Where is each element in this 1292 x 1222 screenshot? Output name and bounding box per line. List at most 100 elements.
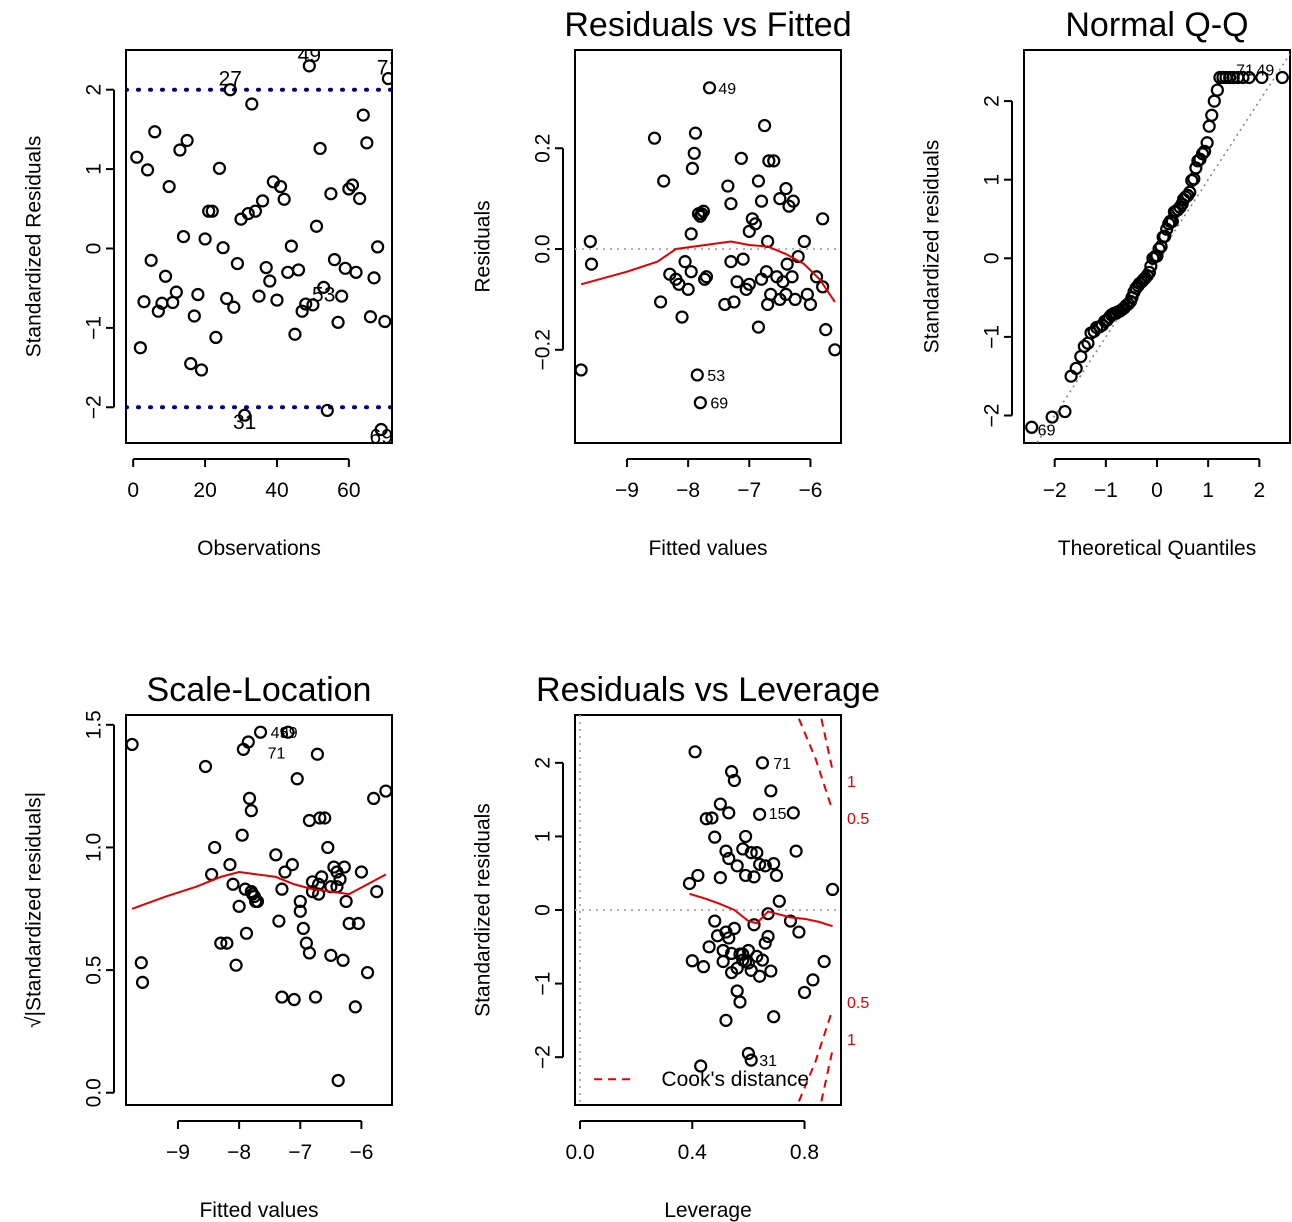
plot-frame: [1023, 49, 1291, 444]
data-point: [685, 161, 700, 176]
y-tick-label: 2: [981, 95, 1004, 107]
data-point: [657, 174, 671, 188]
points-group: [1025, 70, 1289, 434]
data-point: [342, 916, 356, 931]
point-label: 53: [707, 368, 725, 385]
data-point: [248, 204, 263, 218]
data-point: [255, 194, 270, 208]
data-point: [767, 857, 781, 871]
data-point: [753, 969, 767, 983]
data-point: [235, 828, 249, 842]
data-point: [747, 918, 761, 932]
data-point: [242, 791, 257, 805]
point-label: 53: [312, 283, 335, 306]
data-point: [1158, 229, 1172, 243]
data-point: [1242, 70, 1256, 85]
data-point: [381, 71, 392, 86]
data-point: [216, 241, 230, 255]
data-point: [780, 257, 794, 271]
data-point: [205, 204, 219, 218]
data-point: [148, 125, 162, 139]
data-point: [220, 291, 234, 306]
data-point: [360, 965, 375, 980]
x-axis-label: Observations: [197, 537, 321, 560]
data-point: [741, 956, 756, 970]
x-tick-label: 20: [193, 479, 216, 502]
data-point: [702, 81, 717, 95]
data-point: [367, 791, 381, 805]
data-point: [270, 293, 284, 307]
data-point: [353, 191, 367, 206]
data-point: [738, 829, 753, 844]
data-point: [1058, 404, 1072, 419]
data-point: [785, 270, 799, 284]
x-tick-label: −8: [227, 1141, 251, 1164]
data-point: [140, 163, 155, 177]
data-point: [761, 907, 775, 921]
data-point: [356, 108, 370, 122]
data-point: [719, 1013, 733, 1027]
data-point: [736, 252, 750, 266]
data-point: [783, 914, 798, 928]
data-point: [173, 143, 187, 157]
cooks-contour-label: 1: [847, 774, 856, 791]
data-point: [791, 249, 805, 264]
x-tick-label: 0: [127, 479, 139, 502]
data-point: [281, 725, 295, 739]
panel-4: Scale-Location −9 −8 −7 −6 Fitted values 0.0 0.…: [23, 671, 393, 1222]
data-point: [699, 270, 714, 284]
data-point: [275, 990, 289, 1004]
data-point: [354, 865, 369, 879]
data-point: [747, 870, 761, 884]
data-point: [317, 280, 331, 294]
point-label: 49: [298, 44, 321, 67]
chart-title: Residuals vs Fitted: [564, 6, 851, 44]
point-label: 49: [1257, 63, 1275, 80]
data-point: [688, 126, 703, 140]
data-point: [730, 984, 744, 998]
data-point: [187, 309, 201, 323]
data-point: [288, 327, 302, 341]
data-point: [696, 204, 711, 218]
data-point: [313, 811, 327, 825]
data-point: [162, 179, 176, 194]
data-point: [772, 894, 786, 908]
data-point: [825, 882, 840, 896]
points-group: [130, 59, 392, 437]
data-point: [816, 212, 830, 226]
data-point: [310, 747, 324, 761]
data-point: [767, 154, 781, 168]
data-point: [722, 806, 736, 820]
x-axis-label: Fitted values: [199, 1199, 318, 1222]
data-point: [220, 936, 234, 950]
data-point: [690, 368, 704, 382]
point-label: 27: [219, 68, 242, 91]
smooth-line: [689, 892, 833, 928]
data-point: [730, 859, 744, 873]
data-point: [287, 992, 301, 1007]
data-point: [713, 797, 727, 811]
data-point: [299, 297, 313, 311]
data-point: [647, 131, 662, 145]
panel-5: Residuals vs Leverage 0.0 0.4 0.8 Leverage −2…: [472, 671, 880, 1222]
data-point: [806, 973, 820, 987]
y-tick-label: 0: [532, 904, 555, 916]
data-point: [758, 936, 772, 950]
data-point: [331, 1073, 345, 1088]
points-group: [126, 725, 392, 1088]
data-point: [773, 192, 787, 206]
data-point: [212, 161, 227, 175]
data-point: [130, 150, 144, 164]
data-point: [198, 232, 212, 246]
data-point: [296, 921, 310, 935]
y-tick-label: 1.5: [83, 710, 106, 739]
data-point: [318, 811, 332, 825]
data-point: [764, 784, 778, 798]
y-tick-label: 0: [981, 252, 1004, 264]
data-point: [788, 292, 802, 307]
data-point: [753, 807, 767, 821]
chart-title: Scale-Location: [147, 671, 372, 709]
data-point: [273, 179, 288, 194]
data-point: [789, 844, 803, 858]
data-point: [351, 916, 365, 931]
